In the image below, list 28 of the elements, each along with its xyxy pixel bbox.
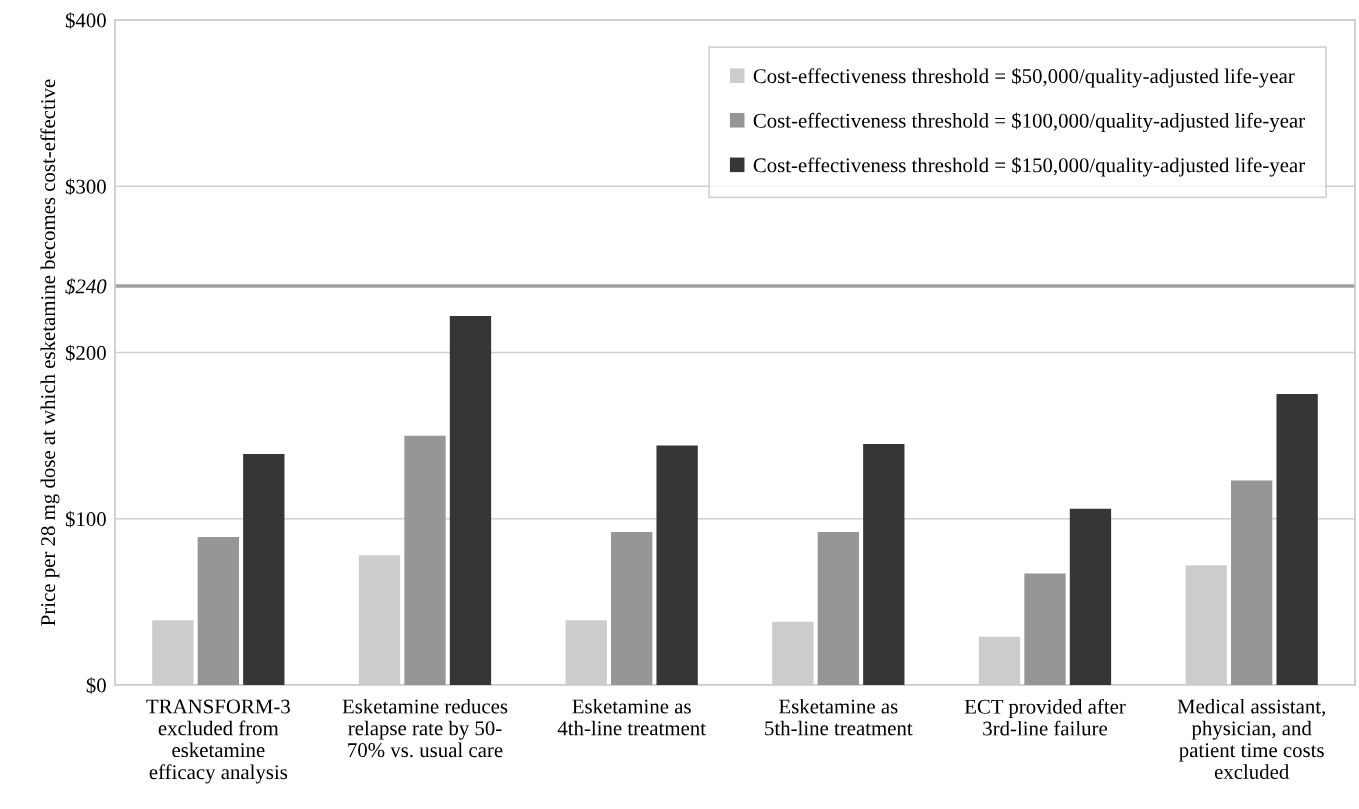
legend-label: Cost-effectiveness threshold = $50,000/quality-adjusted life-year [753, 67, 1295, 88]
bar [243, 453, 285, 685]
y-tick-label: $200 [65, 344, 106, 362]
y-axis-title: Price per 28 mg dose at which esketamine becomes cost-effective [40, 79, 60, 626]
x-tick-label: Medical assistant, physician, and patient time costs excluded [1177, 698, 1325, 779]
x-tick-label: Esketamine as 5th-line treatment [765, 698, 913, 736]
x-tick-label: Esketamine reduces relapse rate by 50- 70% vs. usual care [342, 698, 508, 758]
bar [1024, 573, 1066, 685]
y-tick-label: $300 [65, 178, 106, 196]
y-tick-label: $100 [65, 510, 106, 528]
y-tick-label: $0 [86, 677, 106, 694]
bar [197, 537, 239, 685]
bar [611, 532, 653, 685]
bar [1276, 394, 1318, 685]
y-tick-label: $400 [65, 12, 106, 29]
x-tick-label: ECT provided after 3rd-line failure [964, 698, 1126, 736]
bar [656, 445, 698, 685]
bar [863, 443, 905, 685]
bar [817, 532, 859, 685]
y-tick-label: $240 [65, 278, 107, 295]
bar [404, 435, 446, 685]
bar [449, 315, 492, 685]
x-tick-label: TRANSFORM-3 excluded from esketamine efficacy analysis [146, 699, 290, 784]
x-tick-label: Esketamine as 4th-line treatment [557, 698, 706, 736]
legend-label: Cost-effectiveness threshold = $150,000/quality-adjusted life-year [753, 157, 1305, 177]
legend-label: Cost-effectiveness threshold = $100,000/quality-adjusted life-year [753, 112, 1305, 133]
bar [1231, 480, 1273, 685]
bar [1069, 508, 1112, 685]
